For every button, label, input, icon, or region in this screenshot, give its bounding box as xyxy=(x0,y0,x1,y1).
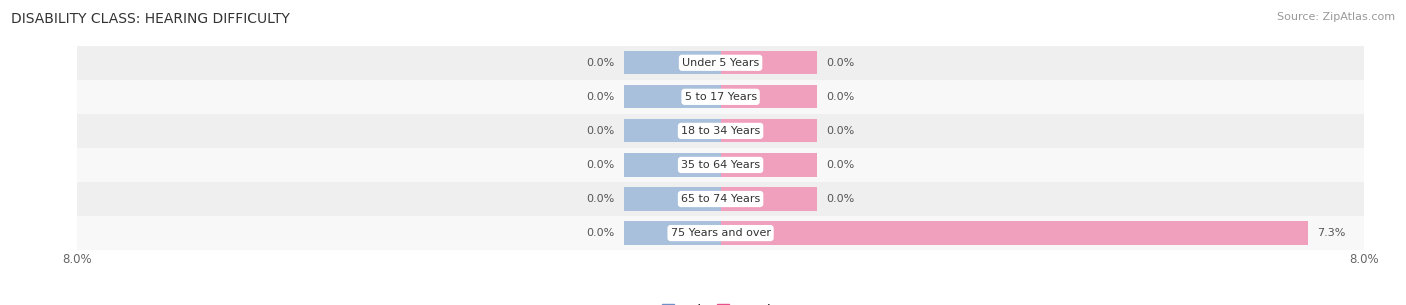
Text: Source: ZipAtlas.com: Source: ZipAtlas.com xyxy=(1277,12,1395,22)
Text: 0.0%: 0.0% xyxy=(827,126,855,136)
Text: 18 to 34 Years: 18 to 34 Years xyxy=(681,126,761,136)
Bar xyxy=(624,51,721,74)
Bar xyxy=(624,85,721,108)
Text: 0.0%: 0.0% xyxy=(827,92,855,102)
Text: 75 Years and over: 75 Years and over xyxy=(671,228,770,238)
Bar xyxy=(77,182,1364,216)
Text: 0.0%: 0.0% xyxy=(586,58,614,68)
Text: 0.0%: 0.0% xyxy=(586,160,614,170)
Bar xyxy=(77,46,1364,80)
Text: 0.0%: 0.0% xyxy=(586,228,614,238)
Bar xyxy=(721,85,817,108)
Text: 0.0%: 0.0% xyxy=(827,58,855,68)
Bar xyxy=(77,114,1364,148)
Bar xyxy=(721,188,817,210)
Text: 35 to 64 Years: 35 to 64 Years xyxy=(681,160,761,170)
Bar xyxy=(624,119,721,142)
Text: DISABILITY CLASS: HEARING DIFFICULTY: DISABILITY CLASS: HEARING DIFFICULTY xyxy=(11,12,290,26)
Bar xyxy=(77,80,1364,114)
Bar xyxy=(77,216,1364,250)
Text: 7.3%: 7.3% xyxy=(1317,228,1346,238)
Text: 0.0%: 0.0% xyxy=(586,126,614,136)
Bar xyxy=(721,221,1308,245)
Text: 0.0%: 0.0% xyxy=(586,194,614,204)
Bar xyxy=(721,153,817,177)
Bar xyxy=(721,119,817,142)
Legend: Male, Female: Male, Female xyxy=(657,299,785,305)
Bar xyxy=(624,153,721,177)
Text: 5 to 17 Years: 5 to 17 Years xyxy=(685,92,756,102)
Text: Under 5 Years: Under 5 Years xyxy=(682,58,759,68)
Text: 0.0%: 0.0% xyxy=(827,194,855,204)
Text: 0.0%: 0.0% xyxy=(827,160,855,170)
Text: 65 to 74 Years: 65 to 74 Years xyxy=(681,194,761,204)
Bar xyxy=(624,188,721,210)
Bar xyxy=(77,148,1364,182)
Bar xyxy=(624,221,721,245)
Bar xyxy=(721,51,817,74)
Text: 0.0%: 0.0% xyxy=(586,92,614,102)
